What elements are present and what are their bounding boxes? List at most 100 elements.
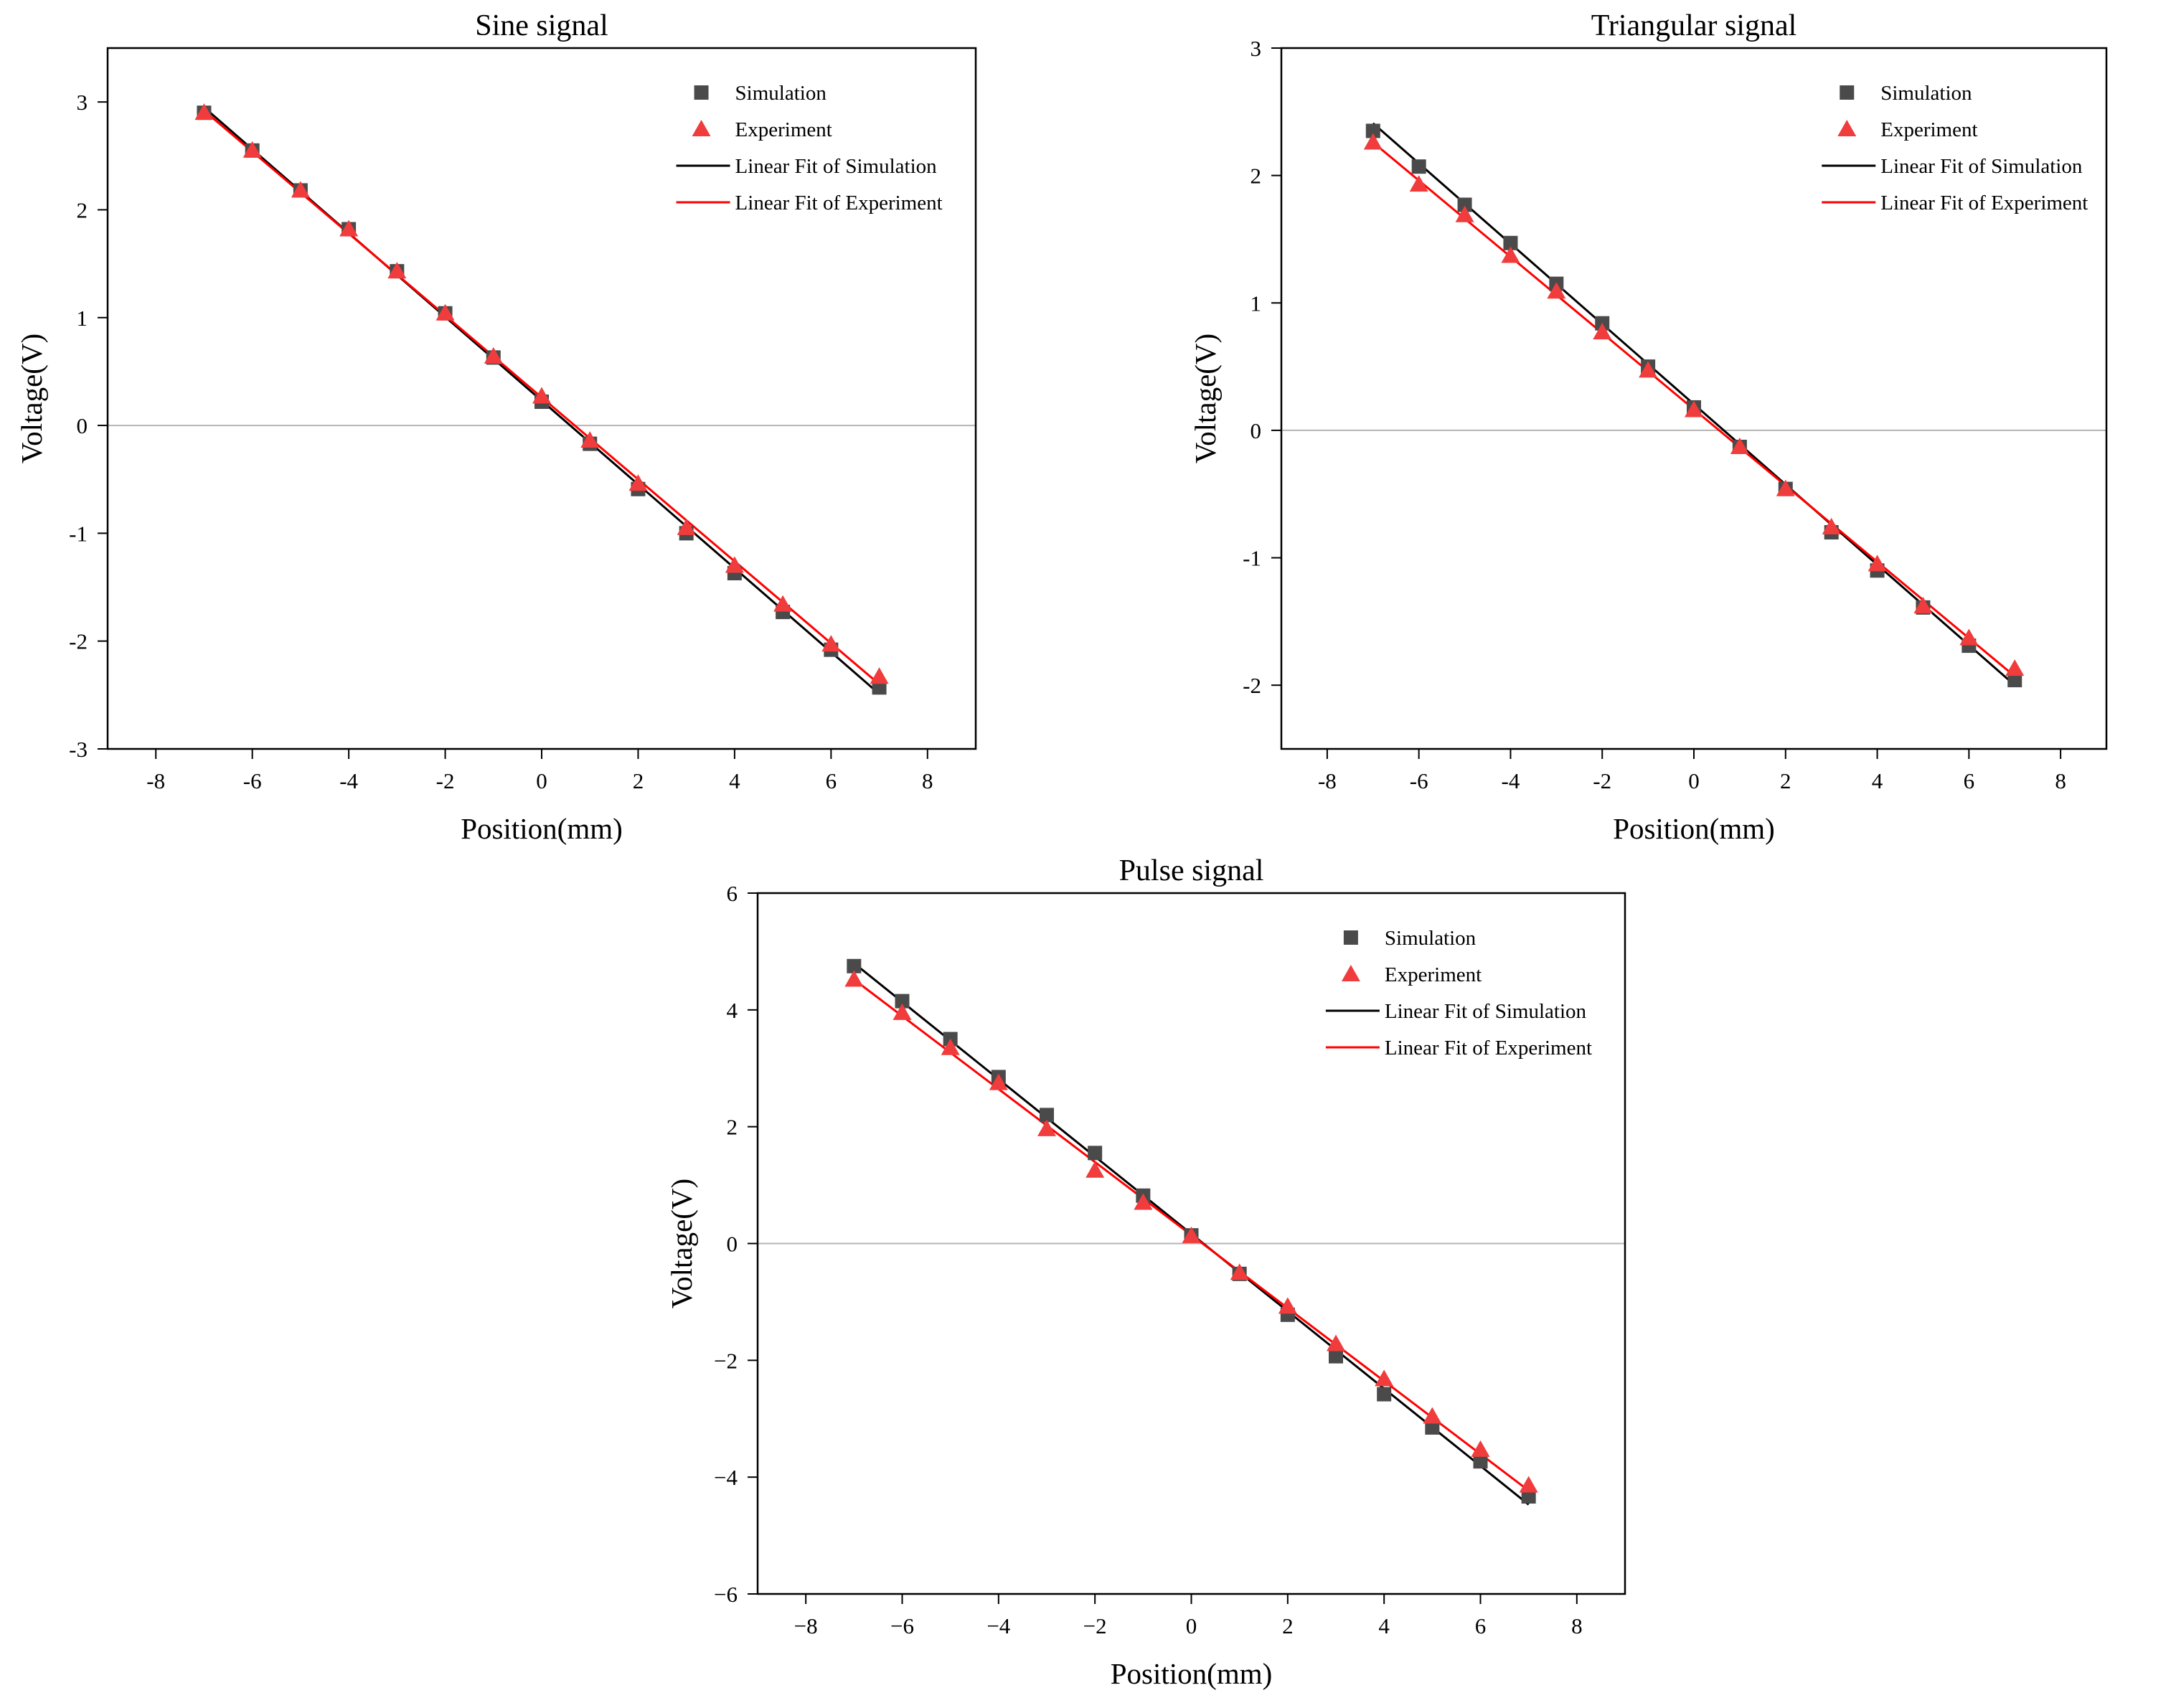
experiment-point — [1230, 1263, 1249, 1280]
experiment-point — [1327, 1334, 1345, 1351]
simulation-point — [1377, 1387, 1392, 1402]
y-tick-label: −2 — [714, 1348, 738, 1373]
experiment-point — [1868, 555, 1887, 572]
y-tick-label: 2 — [77, 197, 88, 222]
simulation-point — [1425, 1420, 1440, 1435]
legend-label: Linear Fit of Simulation — [1385, 1000, 1587, 1023]
y-tick-label: −4 — [714, 1465, 738, 1490]
simulation-point — [895, 994, 910, 1009]
x-tick-label: −4 — [986, 1613, 1010, 1638]
x-axis-title: Position(mm) — [1613, 812, 1775, 845]
legend-label: Experiment — [1880, 118, 1977, 141]
y-tick-label: 1 — [1251, 291, 1262, 316]
experiment-point — [1363, 133, 1383, 150]
legend-label: Linear Fit of Experiment — [735, 192, 943, 214]
experiment-point — [1134, 1193, 1153, 1210]
y-tick-label: 1 — [77, 306, 88, 331]
experiment-point — [1471, 1440, 1490, 1457]
simulation-point — [1365, 123, 1380, 138]
x-tick-label: 4 — [729, 768, 740, 793]
simulation-point — [1329, 1349, 1343, 1364]
x-tick-label: 6 — [826, 768, 837, 793]
sine-signal-chart: -8 -6 -4 -2 0 2 4 6 8 -3 -2 -1 0 1 2 3 Position(mm) Volta… — [15, 9, 977, 845]
y-tick-label: -1 — [1243, 546, 1261, 571]
x-tick-label: -2 — [436, 768, 455, 793]
experiment-point — [1639, 361, 1658, 378]
experiment-point — [773, 595, 793, 612]
legend-simulation-marker — [694, 85, 709, 100]
x-tick-label: 0 — [1688, 768, 1700, 793]
y-tick-label: 6 — [727, 881, 738, 906]
y-axis-title: Voltage(V) — [665, 1179, 698, 1308]
simulation-point — [1503, 235, 1518, 250]
x-tick-label: 2 — [633, 768, 644, 793]
experiment-point — [339, 220, 359, 237]
experiment-point — [1519, 1476, 1538, 1493]
y-tick-label: -2 — [1243, 673, 1261, 698]
legend-label: Linear Fit of Experiment — [1385, 1037, 1592, 1060]
experiment-point — [677, 518, 696, 535]
experiment-point — [1278, 1297, 1297, 1314]
legend-label: Simulation — [1385, 927, 1477, 950]
legend-label: Simulation — [735, 82, 827, 105]
x-axis-title: Position(mm) — [461, 812, 623, 845]
legend-simulation-marker — [1343, 930, 1358, 945]
y-axis-title: Voltage(V) — [1189, 334, 1222, 463]
simulation-point — [1521, 1489, 1536, 1504]
legend-label: Linear Fit of Experiment — [1880, 192, 2088, 214]
x-tick-label: -2 — [1593, 768, 1611, 793]
legend: Simulation Experiment Linear Fit of Simula… — [1822, 82, 2088, 214]
x-axis-title: Position(mm) — [1111, 1657, 1273, 1690]
x-tick-label: −2 — [1083, 1613, 1107, 1638]
chart-title: Sine signal — [475, 9, 608, 42]
simulation-point — [1040, 1108, 1054, 1123]
experiment-point — [1455, 205, 1474, 222]
x-tick-label: -8 — [1318, 768, 1337, 793]
experiment-point — [291, 181, 310, 198]
legend-label: Simulation — [1880, 82, 1972, 105]
experiment-point — [941, 1038, 960, 1055]
x-tick-label: -4 — [339, 768, 358, 793]
x-tick-label: 6 — [1475, 1613, 1487, 1638]
x-tick-label: 2 — [1282, 1613, 1294, 1638]
experiment-point — [1182, 1226, 1201, 1243]
pulse-signal-chart: −8 −6 −4 −2 0 2 4 6 8 −6 −4 −2 0 2 4 6 Position(mm) Volta… — [665, 854, 1626, 1690]
experiment-point — [1501, 246, 1520, 263]
plot-frame — [1280, 47, 2108, 750]
y-tick-label: 2 — [727, 1115, 738, 1140]
y-tick-label: 3 — [77, 90, 88, 115]
experiment-point — [1913, 597, 1933, 614]
chart-title: Pulse signal — [1119, 854, 1264, 887]
experiment-point — [194, 103, 214, 121]
x-tick-label: 4 — [1872, 768, 1883, 793]
experiment-point — [1776, 479, 1795, 496]
x-tick-label: -6 — [1410, 768, 1428, 793]
experiment-point — [1086, 1161, 1105, 1178]
experiment-point — [1593, 323, 1612, 340]
y-tick-label: 2 — [1251, 164, 1262, 189]
experiment-point — [844, 970, 864, 987]
y-tick-label: −6 — [714, 1582, 738, 1607]
x-tick-label: -6 — [243, 768, 262, 793]
triangular-signal-chart: -8 -6 -4 -2 0 2 4 6 8 -2 -1 0 1 2 3 Position(mm) Voltage… — [1189, 9, 2108, 845]
experiment-point — [1409, 175, 1428, 192]
simulation-point — [1473, 1454, 1488, 1469]
x-tick-label: 2 — [1780, 768, 1791, 793]
x-tick-label: -4 — [1502, 768, 1520, 793]
legend-experiment-marker — [1837, 120, 1857, 136]
legend-label: Experiment — [1385, 963, 1482, 986]
x-tick-label: 4 — [1378, 1613, 1390, 1638]
y-tick-label: 4 — [727, 998, 738, 1023]
x-tick-label: 0 — [536, 768, 547, 793]
experiment-point — [532, 387, 551, 404]
experiment-point — [1375, 1369, 1394, 1387]
legend-label: Experiment — [735, 118, 832, 141]
y-tick-label: 0 — [727, 1232, 738, 1257]
y-tick-label: -3 — [69, 737, 88, 762]
x-tick-label: −6 — [890, 1613, 914, 1638]
experiment-point — [387, 262, 407, 279]
experiment-point — [484, 346, 503, 364]
experiment-point — [1037, 1119, 1056, 1136]
experiment-point — [628, 474, 648, 491]
chart-title: Triangular signal — [1591, 9, 1797, 42]
